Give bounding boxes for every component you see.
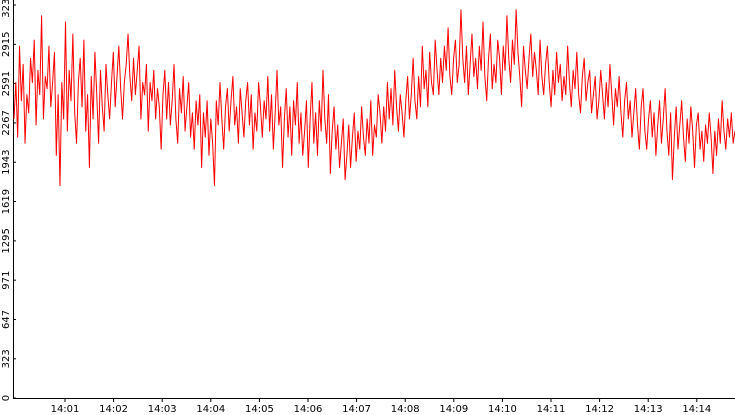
y-tick-label: 2591: [1, 71, 12, 96]
x-tick-label: 14:03: [148, 404, 177, 415]
x-axis-ticks: 14:01 14:02 14:03 14:04 14:05 14:06 14:07 14:08…: [51, 398, 711, 415]
x-tick-label: 14:11: [537, 404, 566, 415]
series-group: [13, 9, 735, 187]
y-tick-label: 2915: [1, 32, 12, 57]
x-tick-label: 14:05: [245, 404, 274, 415]
y-tick-label: 1943: [1, 149, 12, 174]
series-line: [13, 9, 735, 187]
y-tick-label: 647: [1, 310, 12, 329]
x-tick-label: 14:04: [196, 404, 225, 415]
x-tick-label: 14:10: [488, 404, 517, 415]
y-tick-label: 1295: [1, 228, 12, 253]
x-tick-label: 14:07: [342, 404, 371, 415]
x-tick-label: 14:14: [682, 404, 711, 415]
x-tick-label: 14:08: [391, 404, 420, 415]
x-tick-label: 14:09: [439, 404, 468, 415]
y-tick-label: 1619: [1, 189, 12, 214]
y-tick-label: 2267: [1, 110, 12, 135]
y-tick-label: 323: [1, 349, 12, 368]
x-tick-label: 14:06: [294, 404, 323, 415]
x-tick-label: 14:12: [585, 404, 614, 415]
y-tick-label: 971: [1, 271, 12, 290]
x-tick-label: 14:02: [99, 404, 128, 415]
x-tick-label: 14:01: [51, 404, 80, 415]
y-tick-label: 3239: [1, 0, 12, 18]
x-tick-label: 14:13: [634, 404, 663, 415]
y-tick-label: 0: [1, 395, 12, 401]
